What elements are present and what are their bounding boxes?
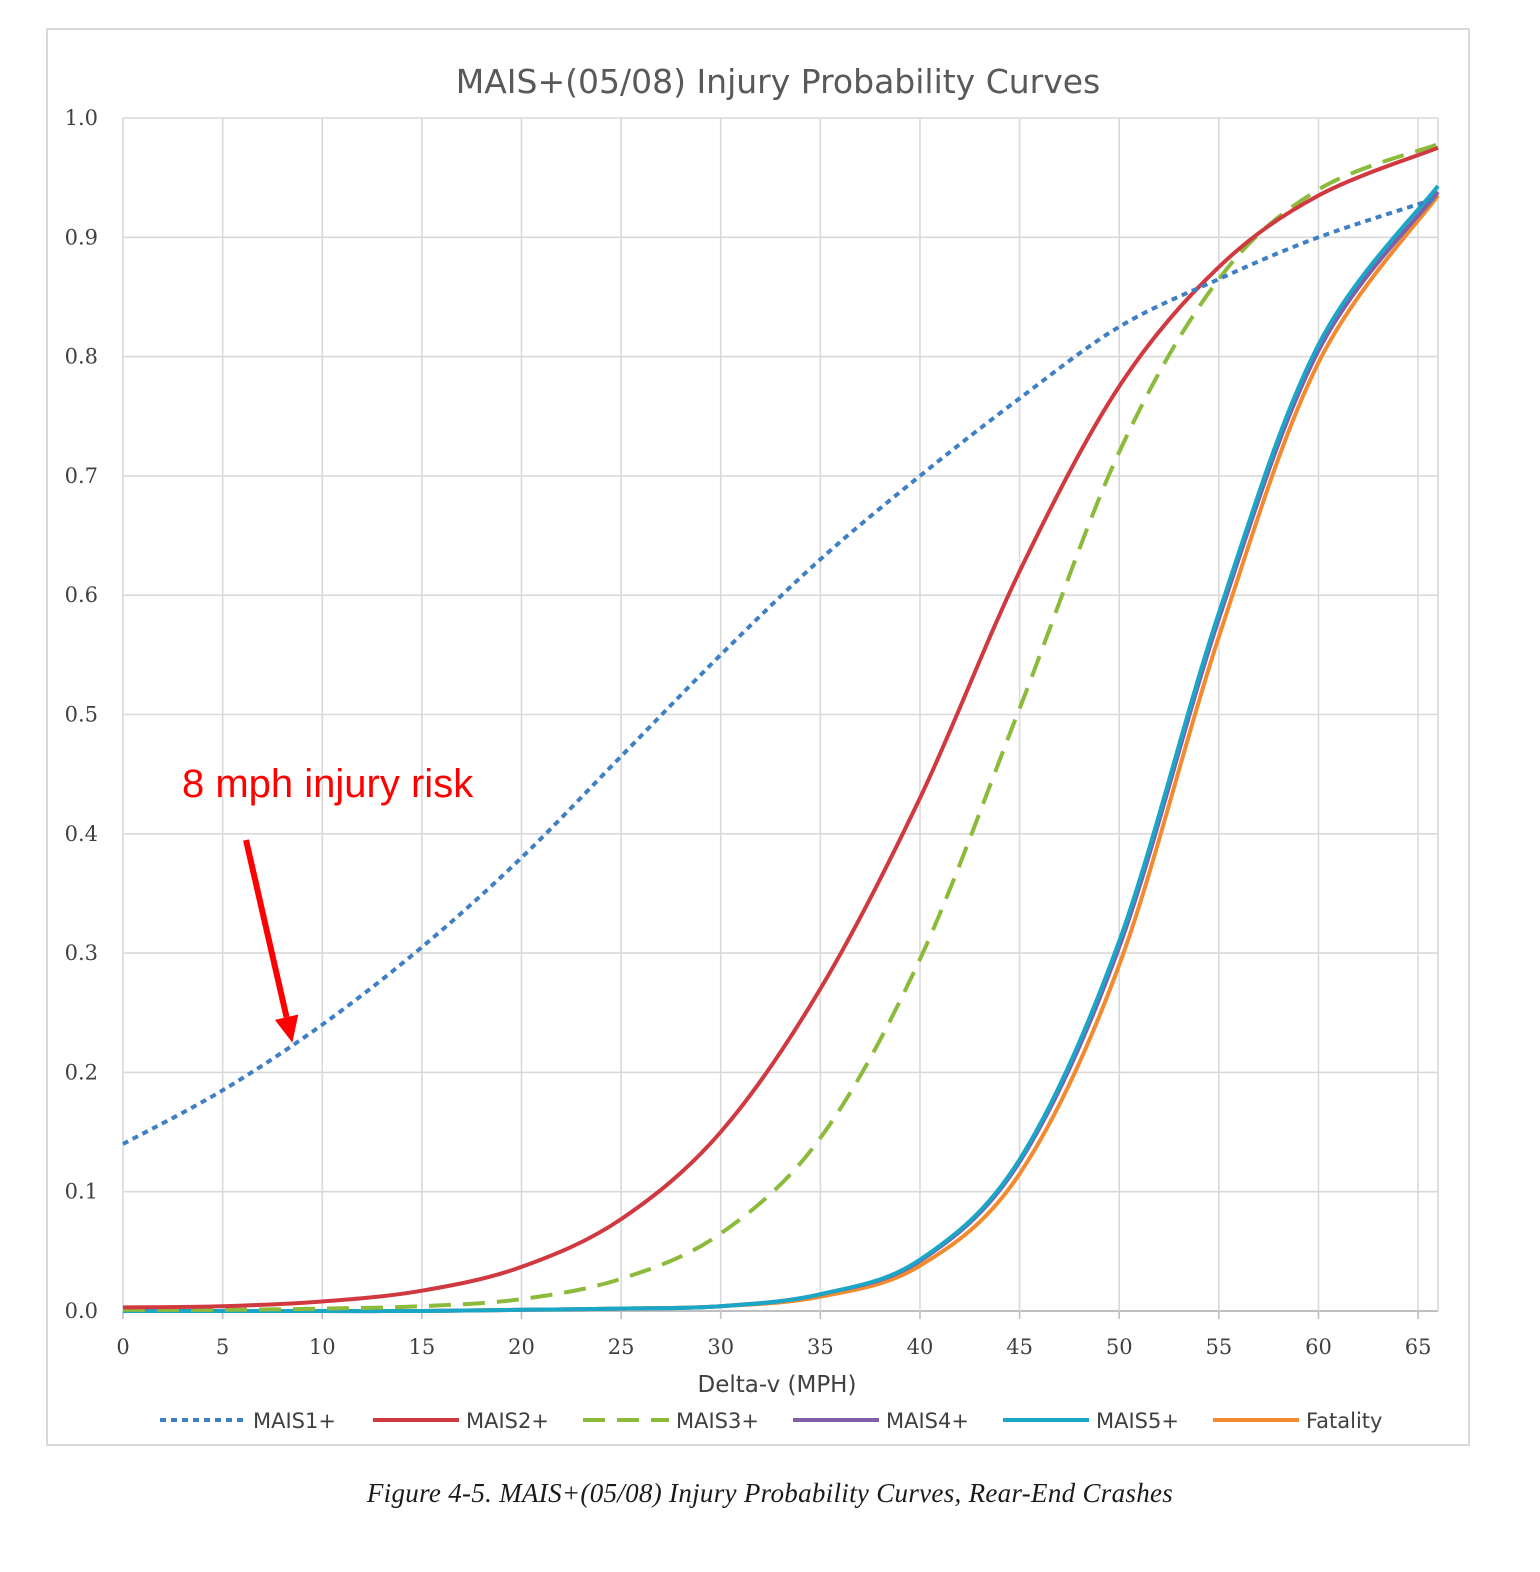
series-line-mais4: [123, 190, 1440, 1314]
legend-label-fatality: Fatality: [1306, 1409, 1382, 1433]
annotation-label: 8 mph injury risk: [182, 762, 474, 806]
annotation-arrow-shaft: [243, 839, 290, 1018]
series-line-mais5: [123, 184, 1440, 1314]
figure-caption: Figure 4-5. MAIS+(05/08) Injury Probabil…: [366, 1478, 1174, 1508]
y-tick-label: 0.1: [65, 1180, 98, 1204]
x-tick-label: 50: [1106, 1335, 1133, 1359]
y-tick-label: 0.3: [65, 941, 98, 965]
x-tick-label: 10: [309, 1335, 336, 1359]
legend: MAIS1+ MAIS2+ MAIS3+ MAIS4+ MAIS5+ Fatality: [160, 1409, 1382, 1433]
series-line-fatality: [123, 194, 1440, 1314]
x-axis-label: Delta-v (MPH): [698, 1372, 857, 1398]
chart-title: MAIS+(05/08) Injury Probability Curves: [456, 62, 1101, 101]
y-tick-label: 0.8: [65, 345, 98, 369]
x-tick-label: 55: [1205, 1335, 1232, 1359]
legend-label-mais2: MAIS2+: [466, 1409, 549, 1433]
x-tick-label: 60: [1305, 1335, 1332, 1359]
y-axis-ticks: 0.0 0.1 0.2 0.3 0.4 0.5 0.6 0.7 0.8 0.9 1.0: [65, 106, 98, 1323]
x-tick-label: 65: [1405, 1335, 1432, 1359]
y-tick-label: 0.2: [65, 1060, 98, 1084]
series-line-mais3: [122, 142, 1439, 1312]
legend-label-mais3: MAIS3+: [676, 1409, 759, 1433]
y-tick-label: 1.0: [65, 106, 98, 130]
x-tick-label: 0: [116, 1335, 129, 1359]
y-tick-label: 0.5: [65, 703, 98, 727]
x-tick-label: 15: [408, 1335, 435, 1359]
x-tick-label: 35: [807, 1335, 834, 1359]
annotation-arrow-head: [274, 1014, 299, 1043]
y-tick-label: 0.7: [65, 464, 98, 488]
x-tick-label: 45: [1006, 1335, 1033, 1359]
x-tick-label: 40: [907, 1335, 934, 1359]
series-line-mais1: [122, 196, 1439, 1146]
y-tick-label: 0.9: [65, 225, 98, 249]
x-axis-ticks: 0 5 10 15 20 25 30 35 40 45 50 55 60 65: [116, 1335, 1431, 1359]
grid-lines: [122, 117, 1439, 1319]
y-tick-label: 0.0: [65, 1299, 98, 1323]
legend-label-mais4: MAIS4+: [886, 1409, 969, 1433]
legend-label-mais5: MAIS5+: [1096, 1409, 1179, 1433]
chart-frame: MAIS+(05/08) Injury Probability Curves 0…: [46, 28, 1470, 1446]
y-tick-label: 0.4: [65, 822, 98, 846]
y-tick-label: 0.6: [65, 583, 98, 607]
injury-probability-chart: MAIS+(05/08) Injury Probability Curves 0…: [65, 62, 1440, 1433]
series-lines: [122, 142, 1440, 1314]
series-line-mais2: [122, 145, 1439, 1310]
legend-label-mais1: MAIS1+: [253, 1409, 336, 1433]
annotation-arrow: [243, 839, 299, 1043]
x-tick-label: 25: [608, 1335, 635, 1359]
x-tick-label: 20: [508, 1335, 535, 1359]
x-tick-label: 5: [216, 1335, 229, 1359]
x-tick-label: 30: [707, 1335, 734, 1359]
